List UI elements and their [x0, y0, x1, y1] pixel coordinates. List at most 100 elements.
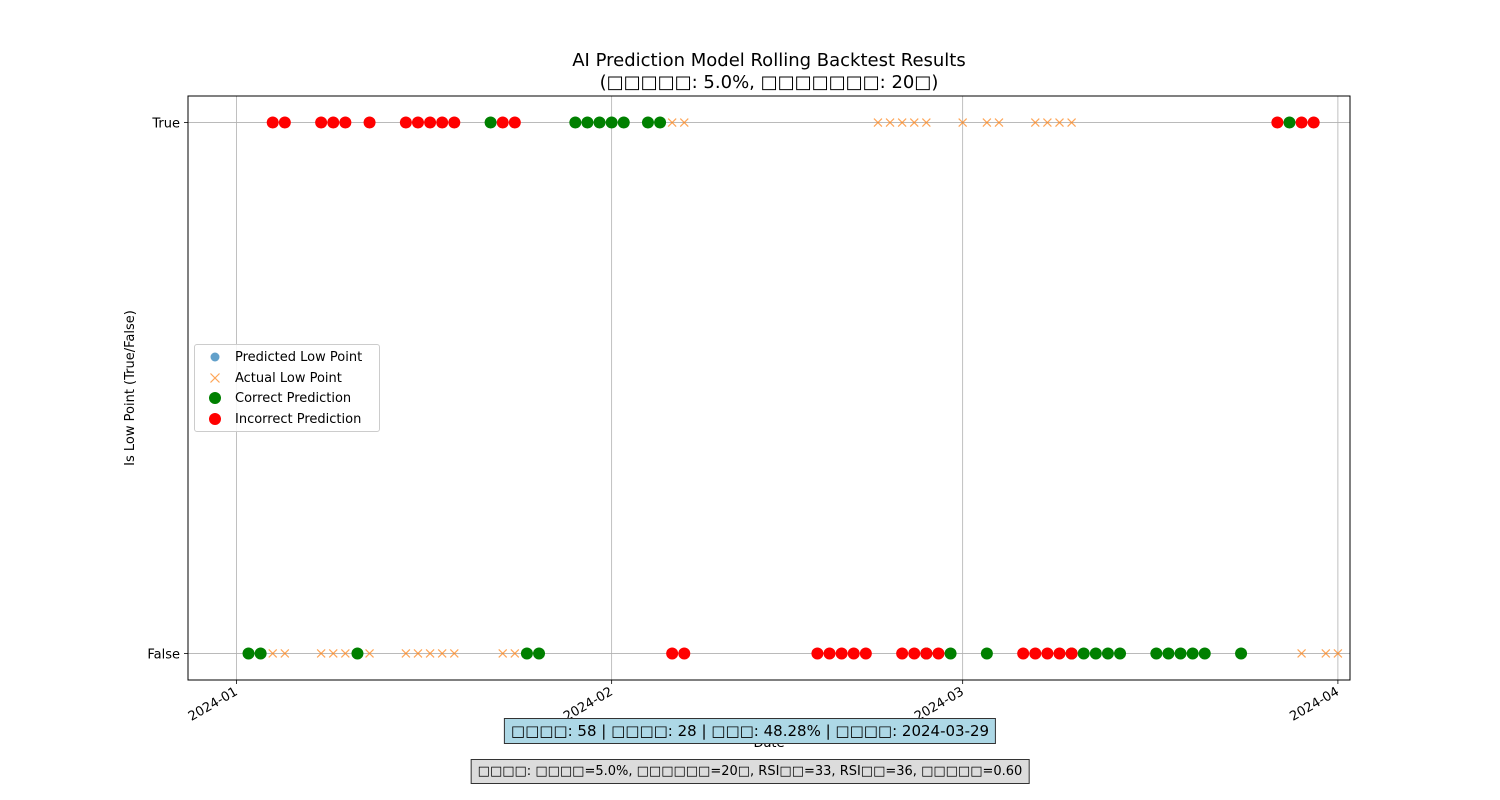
incorrect-prediction-point: [908, 647, 921, 660]
x-tick-label: 2024-04: [1287, 684, 1342, 724]
incorrect-prediction-point: [266, 116, 279, 129]
grid-lines: [188, 96, 1350, 680]
correct-prediction-point: [581, 116, 594, 129]
correct-prediction-point: [1174, 647, 1187, 660]
correct-prediction-point: [1198, 647, 1211, 660]
legend-marker-incorrect: [195, 409, 235, 429]
actual-low-point-mark: [897, 118, 907, 127]
correct-prediction-point: [1235, 647, 1248, 660]
incorrect-prediction-point: [1271, 116, 1284, 129]
actual-low-point-mark: [365, 649, 374, 658]
incorrect-prediction-point: [1017, 647, 1030, 660]
incorrect-prediction-point: [436, 116, 449, 129]
legend-item-predicted: Predicted Low Point: [195, 347, 362, 367]
actual-low-point-mark: [401, 649, 411, 658]
correct-prediction-point: [605, 116, 618, 129]
actual-low-point-mark: [437, 649, 447, 658]
correct-prediction-point: [254, 647, 267, 660]
incorrect-prediction-point: [811, 647, 824, 660]
correct-prediction-point: [641, 116, 654, 129]
incorrect-prediction-point: [859, 647, 872, 660]
incorrect-prediction-point: [1065, 647, 1078, 660]
actual-low-point-mark: [1030, 118, 1040, 127]
correct-prediction-point: [1089, 647, 1102, 660]
incorrect-prediction-point: [678, 647, 691, 660]
actual-low-point-mark: [958, 118, 968, 127]
correct-prediction-point: [242, 647, 255, 660]
actual-low-point-mark: [1321, 649, 1331, 658]
incorrect-prediction-point: [1029, 647, 1042, 660]
actual-low-point-mark: [425, 649, 435, 658]
actual-low-point-mark: [268, 649, 278, 658]
actual-low-point-mark: [679, 118, 689, 127]
incorrect-prediction-point: [1041, 647, 1054, 660]
summary-box: □□□□: 58 | □□□□: 28 | □□□: 48.28% | □□□□…: [503, 718, 997, 744]
actual-low-point-mark: [921, 118, 931, 127]
incorrect-prediction-point: [896, 647, 909, 660]
correct-prediction-point: [944, 647, 957, 660]
x-tick-label: 2024-01: [186, 684, 241, 724]
actual-low-point-mark: [885, 118, 895, 127]
incorrect-prediction-point: [327, 116, 340, 129]
plot-area: [187, 95, 1351, 681]
incorrect-prediction-point: [339, 116, 352, 129]
chart-title: AI Prediction Model Rolling Backtest Res…: [572, 50, 966, 71]
legend-marker-predicted: [195, 347, 235, 367]
correct-prediction-point: [593, 116, 606, 129]
actual-low-point-mark: [1067, 118, 1077, 127]
correct-prediction-point: [1150, 647, 1163, 660]
correct-prediction-point: [520, 647, 533, 660]
incorrect-prediction-point: [1053, 647, 1066, 660]
parameters-box: □□□□: □□□□=5.0%, □□□□□□=20□, RSI□□=33, R…: [470, 759, 1030, 784]
legend-label-incorrect: Incorrect Prediction: [235, 411, 362, 427]
incorrect-prediction-point: [508, 116, 521, 129]
correct-prediction-point: [533, 647, 546, 660]
actual-low-point-mark: [510, 649, 520, 658]
incorrect-prediction-point: [424, 116, 437, 129]
correct-prediction-point: [1077, 647, 1090, 660]
legend-marker-correct: [195, 388, 235, 408]
correct-prediction-point: [654, 116, 667, 129]
incorrect-prediction-point: [411, 116, 424, 129]
actual-low-point-mark: [1055, 118, 1064, 127]
incorrect-prediction-point: [932, 647, 945, 660]
incorrect-prediction-point: [835, 647, 848, 660]
actual-low-point-mark: [1333, 649, 1343, 658]
y-axis-label: Is Low Point (True/False): [123, 310, 138, 466]
legend-item-incorrect: Incorrect Prediction: [195, 409, 361, 429]
actual-low-point-mark: [498, 649, 508, 658]
legend-label-correct: Correct Prediction: [235, 390, 352, 406]
y-tick-label: False: [147, 647, 180, 662]
legend-marker-actual: [195, 368, 235, 388]
actual-low-point-mark: [909, 118, 919, 127]
actual-low-point-mark: [1297, 649, 1307, 658]
incorrect-prediction-point: [399, 116, 412, 129]
data-points: [242, 116, 1343, 660]
actual-low-point-mark: [873, 118, 883, 127]
actual-low-point-mark: [449, 649, 459, 658]
actual-low-point-mark: [413, 649, 423, 658]
actual-low-point-mark: [328, 649, 338, 658]
chart-subtitle: (□□□□□: 5.0%, □□□□□□□: 20□): [600, 72, 939, 93]
incorrect-prediction-point: [847, 647, 860, 660]
incorrect-prediction-point: [920, 647, 933, 660]
actual-low-point-mark: [994, 118, 1004, 127]
correct-prediction-point: [1101, 647, 1114, 660]
incorrect-prediction-point: [315, 116, 328, 129]
incorrect-prediction-point: [1295, 116, 1308, 129]
actual-low-point-mark: [316, 649, 326, 658]
incorrect-prediction-point: [666, 647, 679, 660]
correct-prediction-point: [1114, 647, 1127, 660]
legend: Predicted Low Point Actual Low Point Cor…: [194, 344, 380, 432]
actual-low-point-mark: [982, 118, 992, 127]
legend-label-actual: Actual Low Point: [235, 370, 342, 386]
correct-prediction-point: [569, 116, 582, 129]
actual-low-point-mark: [667, 118, 677, 127]
incorrect-prediction-point: [496, 116, 509, 129]
incorrect-prediction-point: [448, 116, 461, 129]
actual-low-point-mark: [280, 649, 290, 658]
correct-prediction-point: [617, 116, 630, 129]
actual-low-point-mark: [340, 649, 350, 658]
legend-label-predicted: Predicted Low Point: [235, 349, 363, 365]
